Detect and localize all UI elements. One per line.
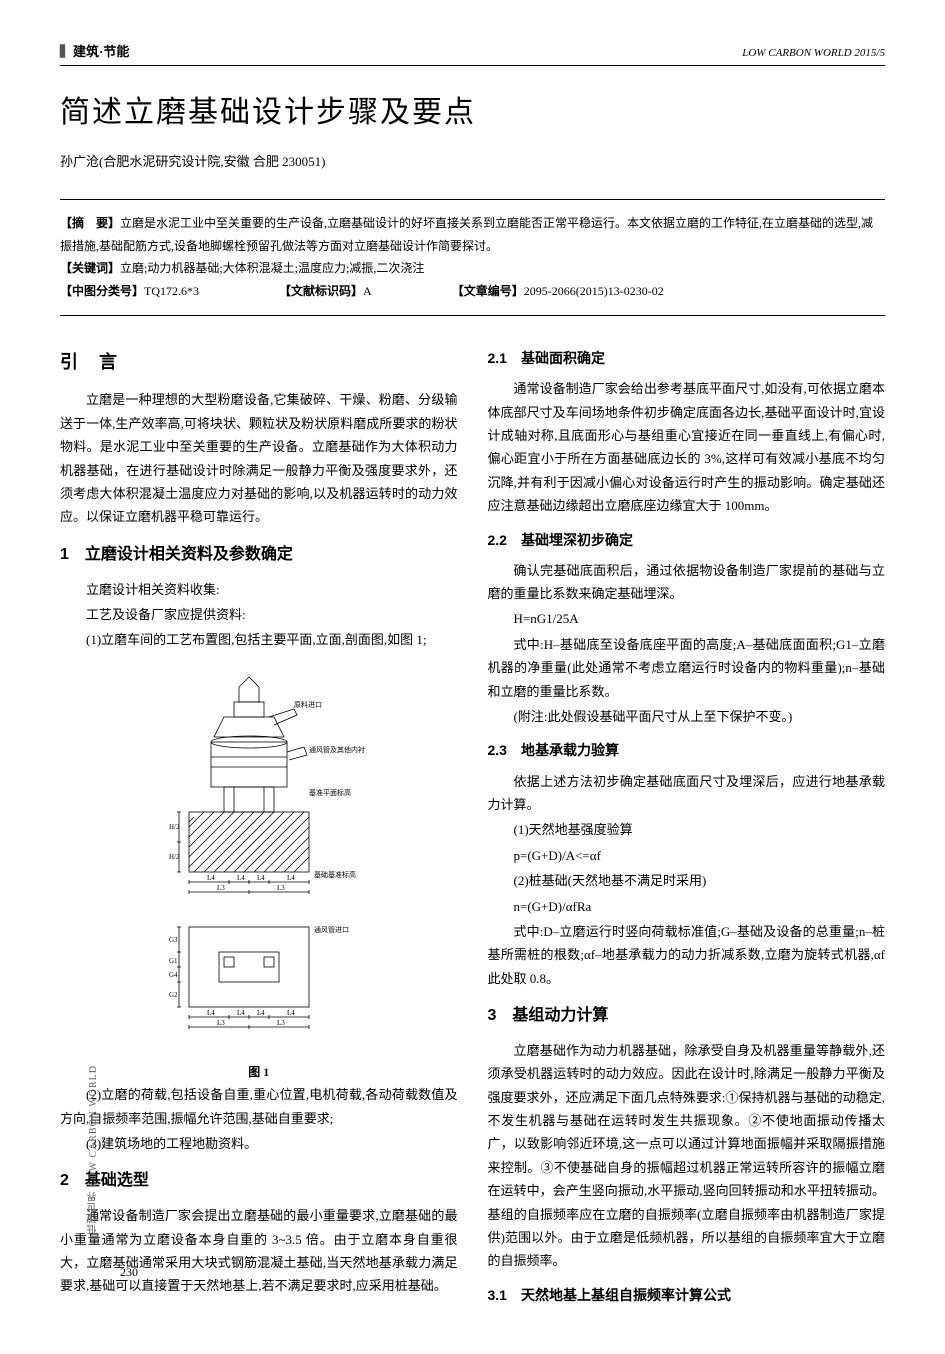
svg-text:通风管进口: 通风管进口 (314, 925, 349, 934)
affiliation: (合肥水泥研究设计院,安徽 合肥 230051) (99, 154, 325, 169)
intro-p1: 立磨是一种理想的大型粉磨设备,它集破碎、干燥、粉磨、分级输送于一体,生产效率高,… (60, 388, 458, 528)
doc-code: 【文献标识码】A (279, 280, 372, 303)
s23-f2: n=(G+D)/αfRa (488, 895, 886, 918)
svg-text:原料进口: 原料进口 (294, 700, 322, 709)
s21-p1: 通常设备制造厂家会给出参考基底平面尺寸,如没有,可依据立磨本体底部尺寸及车间场地… (488, 377, 886, 517)
section-label: 建筑·节能 (60, 40, 129, 63)
abstract-label: 【摘 要】 (60, 216, 120, 230)
author-name: 孙广沧 (60, 154, 99, 169)
s1-heading: 1 立磨设计相关资料及参数确定 (60, 541, 458, 570)
s22-p3: (附注:此处假设基础平面尺寸从上至下保护不变。) (488, 705, 886, 728)
author-line: 孙广沧(合肥水泥研究设计院,安徽 合肥 230051) (60, 150, 885, 173)
intro-heading: 引 言 (60, 346, 458, 378)
svg-text:L3: L3 (217, 884, 225, 892)
svg-text:L4: L4 (287, 874, 295, 882)
svg-text:通风管及其他内衬: 通风管及其他内衬 (309, 745, 365, 754)
svg-text:L4: L4 (257, 1009, 265, 1017)
s23-p2: (1)天然地基强度验算 (488, 818, 886, 841)
clc: 【中图分类号】TQ172.6*3 (60, 280, 199, 303)
s3-heading: 3 基组动力计算 (488, 1002, 886, 1031)
s2-heading: 2 基础选型 (60, 1167, 458, 1196)
s22-p1: 确认完基础底面积后，通过依据物设备制造厂家提前的基础与立磨的重量比系数来确定基础… (488, 559, 886, 606)
s1-p3: (1)立磨车间的工艺布置图,包括主要平面,立面,剖面图,如图 1; (60, 628, 458, 651)
s23-heading: 2.3 地基承载力验算 (488, 738, 886, 763)
figure-1-caption: 图 1 (60, 1062, 458, 1084)
svg-text:L3: L3 (217, 1019, 225, 1027)
s1-p5: (3)建筑场地的工程地勘资料。 (60, 1132, 458, 1155)
left-column: 引 言 立磨是一种理想的大型粉磨设备,它集破碎、干燥、粉磨、分级输送于一体,生产… (60, 336, 458, 1314)
classification-row: 【中图分类号】TQ172.6*3 【文献标识码】A 【文章编号】2095-206… (60, 280, 885, 303)
svg-text:G4: G4 (169, 971, 178, 979)
s22-f1: H=nG1/25A (488, 607, 886, 630)
article-id: 【文章编号】2095-2066(2015)13-0230-02 (452, 280, 664, 303)
svg-text:G3: G3 (169, 936, 178, 944)
s22-heading: 2.2 基础埋深初步确定 (488, 528, 886, 553)
s3-p1: 立磨基础作为动力机器基础，除承受自身及机器重量等静载外,还须承受机器运转时的动力… (488, 1039, 886, 1273)
page-header: 建筑·节能 LOW CARBON WORLD 2015/5 (60, 40, 885, 66)
abstract-row: 【摘 要】立磨是水泥工业中至关重要的生产设备,立磨基础设计的好坏直接关系到立磨能… (60, 212, 885, 258)
svg-text:H/2: H/2 (169, 853, 180, 861)
s22-p2: 式中:H–基础底至设备底座平面的高度;A–基础底面面积;G1–立磨机器的净重量(… (488, 633, 886, 703)
s31-heading: 3.1 天然地基上基组自振频率计算公式 (488, 1283, 886, 1308)
article-title: 简述立磨基础设计步骤及要点 (60, 86, 885, 140)
s23-p1: 依据上述方法初步确定基础底面尺寸及埋深后，应进行地基承载力计算。 (488, 770, 886, 817)
svg-text:L4: L4 (237, 874, 245, 882)
keywords-label: 【关键词】 (60, 261, 120, 275)
s1-p4: (2)立磨的荷载,包括设备自重,重心位置,电机荷载,各动荷载数值及方向,自振频率… (60, 1083, 458, 1130)
svg-text:G2: G2 (169, 991, 178, 999)
s23-f1: p=(G+D)/A<=αf (488, 844, 886, 867)
sidebar-journal-text: 低碳世界 LOW CARBON WORLD (85, 1065, 103, 1234)
meta-block: 【摘 要】立磨是水泥工业中至关重要的生产设备,立磨基础设计的好坏直接关系到立磨能… (60, 199, 885, 316)
svg-text:基础基准标高: 基础基准标高 (314, 870, 356, 879)
svg-text:基准平面标高: 基准平面标高 (309, 788, 351, 797)
keywords-row: 【关键词】立磨;动力机器基础;大体积混凝土;温度应力;减振,二次浇注 (60, 257, 885, 280)
s1-p1: 立磨设计相关资料收集: (60, 578, 458, 601)
svg-text:L4: L4 (207, 1009, 215, 1017)
page-number: 230 (120, 1262, 138, 1284)
s21-heading: 2.1 基础面积确定 (488, 346, 886, 371)
body-columns: 引 言 立磨是一种理想的大型粉磨设备,它集破碎、干燥、粉磨、分级输送于一体,生产… (60, 336, 885, 1314)
s23-p4: 式中:D–立磨运行时竖向荷载标准值;G–基础及设备的总重量;n–桩基所需桩的根数… (488, 920, 886, 990)
journal-name: LOW CARBON WORLD 2015/5 (742, 44, 885, 64)
s23-p3: (2)桩基础(天然地基不满足时采用) (488, 869, 886, 892)
svg-text:L4: L4 (287, 1009, 295, 1017)
svg-text:L4: L4 (237, 1009, 245, 1017)
keywords-text: 立磨;动力机器基础;大体积混凝土;温度应力;减振,二次浇注 (120, 261, 424, 275)
svg-text:H/2: H/2 (169, 823, 180, 831)
svg-text:L4: L4 (257, 874, 265, 882)
abstract-text: 立磨是水泥工业中至关重要的生产设备,立磨基础设计的好坏直接关系到立磨能否正常平稳… (60, 216, 873, 253)
right-column: 2.1 基础面积确定 通常设备制造厂家会给出参考基底平面尺寸,如没有,可依据立磨… (488, 336, 886, 1314)
figure-1: 原料进口 通风管及其他内衬 基准平面标高 基础基准标高 H/2 H/2 L4 L… (60, 667, 458, 1047)
svg-text:L4: L4 (207, 874, 215, 882)
mill-diagram-svg: 原料进口 通风管及其他内衬 基准平面标高 基础基准标高 H/2 H/2 L4 L… (129, 667, 389, 1047)
s1-p2: 工艺及设备厂家应提供资料: (60, 603, 458, 626)
svg-text:L3: L3 (277, 884, 285, 892)
svg-text:L3: L3 (277, 1019, 285, 1027)
svg-text:G1: G1 (169, 957, 178, 965)
